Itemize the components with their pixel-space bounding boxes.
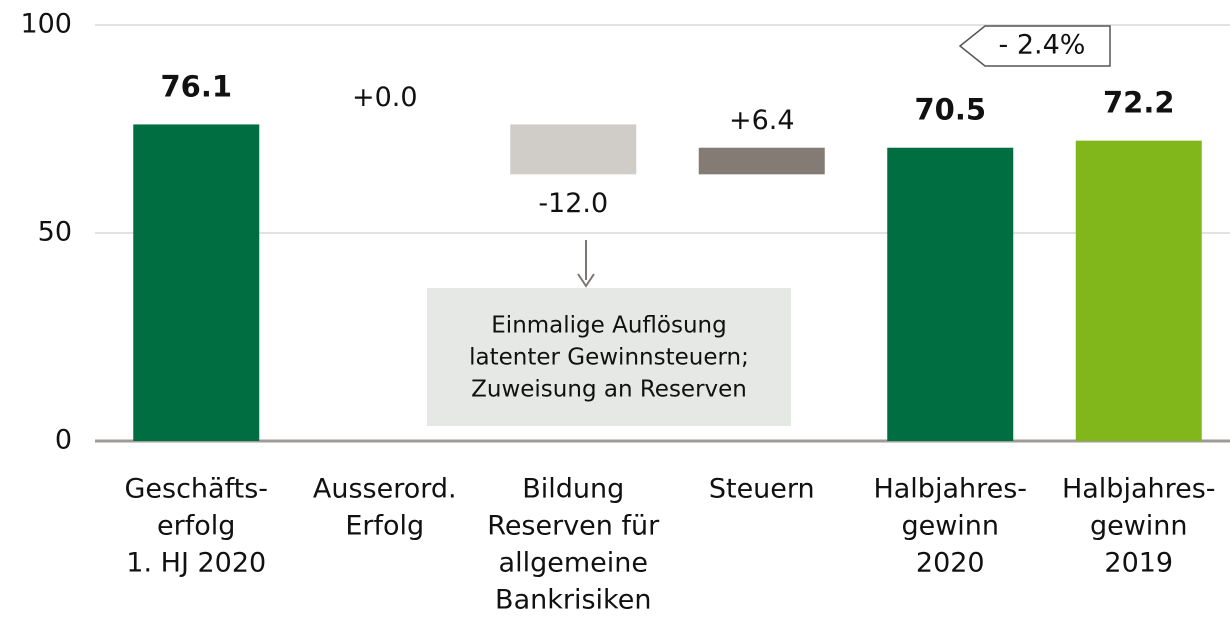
x-tick-label: 2019 xyxy=(1104,548,1173,579)
annotation-arrowhead xyxy=(577,273,595,288)
callout-box xyxy=(958,25,1111,67)
x-tick-label: Halbjahres- xyxy=(1062,474,1216,505)
x-tick-label: 1. HJ 2020 xyxy=(126,548,266,579)
value-label: 70.5 xyxy=(914,93,986,127)
value-label: 76.1 xyxy=(160,69,232,103)
bar xyxy=(698,147,825,175)
bar xyxy=(887,147,1014,441)
value-label: +6.4 xyxy=(729,105,795,136)
value-label: +0.0 xyxy=(352,82,418,113)
x-tick-label: Erfolg xyxy=(345,511,424,542)
value-label: 72.2 xyxy=(1103,86,1175,120)
annotation-text: Zuweisung an Reserven xyxy=(471,377,747,403)
x-tick-label: gewinn xyxy=(1090,511,1188,542)
x-tick-label: Bankrisiken xyxy=(495,585,651,616)
annotation-box xyxy=(427,288,791,426)
x-tick-label: Steuern xyxy=(709,474,815,505)
bar xyxy=(133,124,260,441)
x-tick-label: gewinn xyxy=(901,511,999,542)
value-label: -12.0 xyxy=(538,188,608,219)
x-tick-label: allgemeine xyxy=(499,548,648,579)
y-tick-label: 0 xyxy=(55,425,72,456)
y-tick-label: 100 xyxy=(20,9,72,40)
bar xyxy=(1075,140,1202,441)
x-tick-label: Halbjahres- xyxy=(873,474,1027,505)
x-tick-label: 2020 xyxy=(916,548,985,579)
x-tick-label: Ausserord. xyxy=(313,474,457,505)
annotation-text: latenter Gewinnsteuern; xyxy=(469,345,749,371)
x-tick-label: Bildung xyxy=(522,474,624,505)
callout-text: - 2.4% xyxy=(999,30,1086,61)
y-tick-label: 50 xyxy=(38,217,72,248)
x-tick-label: Geschäfts- xyxy=(124,474,268,505)
bar xyxy=(510,124,637,175)
annotation-text: Einmalige Auflösung xyxy=(491,313,726,339)
x-tick-label: Reserven für xyxy=(487,511,660,542)
x-tick-label: erfolg xyxy=(157,511,235,542)
